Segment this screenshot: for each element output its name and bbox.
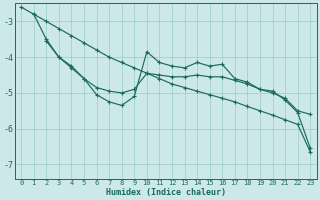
X-axis label: Humidex (Indice chaleur): Humidex (Indice chaleur): [106, 188, 226, 197]
